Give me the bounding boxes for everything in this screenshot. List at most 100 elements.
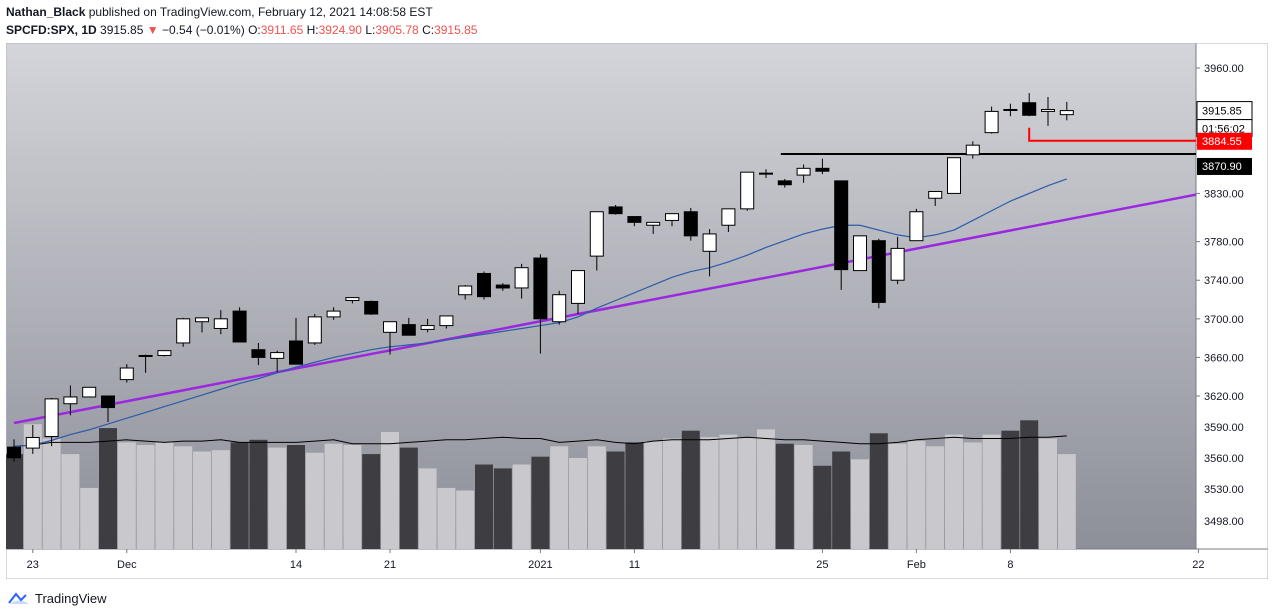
volume-bar: [813, 465, 832, 549]
price-tick-label: 3740.00: [1204, 275, 1244, 287]
volume-bar: [681, 430, 700, 549]
red-level-label: 3884.55: [1202, 136, 1242, 148]
candle-body: [871, 240, 886, 303]
volume-bar: [832, 451, 851, 549]
time-tick-label: 14: [290, 559, 302, 571]
last-price: 3915.85: [100, 23, 144, 37]
volume-bar: [381, 432, 399, 549]
volume-bar: [869, 433, 888, 549]
volume-bar: [963, 442, 982, 549]
price-chart[interactable]: 3960.003920.003880.003830.003780.003740.…: [6, 43, 1268, 579]
candle-body: [138, 354, 153, 357]
candle-body: [119, 367, 134, 381]
time-axis-labels: 23 Dec 14 21 2021 11 25 Feb 8 22: [27, 549, 1205, 571]
open-label: O:: [248, 23, 261, 37]
volume-bar: [531, 456, 550, 549]
levels-layer: [780, 127, 1196, 155]
volume-bar: [136, 445, 155, 549]
candle-body: [401, 324, 416, 336]
volume-bar: [945, 434, 963, 549]
close-value: 3915.85: [434, 23, 478, 37]
candle-body: [702, 233, 717, 252]
volume-bar: [644, 441, 663, 549]
price-tick-label: 3700.00: [1204, 314, 1244, 326]
volume-bar: [625, 442, 644, 549]
volume-bar: [794, 445, 813, 549]
volume-bar: [211, 450, 230, 549]
candle-body: [514, 267, 529, 289]
time-axis-panel: [6, 549, 1268, 579]
candle-body: [815, 167, 830, 172]
volume-bar: [155, 442, 174, 549]
time-tick-label: 11: [629, 559, 640, 571]
symbol-label[interactable]: SPCFD:SPX, 1D: [6, 23, 97, 37]
volume-bar: [174, 446, 193, 549]
volume-bar: [700, 437, 719, 549]
volume-bar: [663, 438, 681, 549]
candle-body: [495, 284, 510, 289]
volume-tick-label: 3560.00: [1204, 453, 1244, 465]
candle-body: [1022, 102, 1037, 116]
candle-body: [213, 318, 228, 329]
volume-bar: [550, 446, 569, 549]
price-tick-label: 3830.00: [1204, 188, 1244, 200]
volume-bar: [343, 445, 362, 549]
volume-bar: [456, 490, 475, 549]
volume-bar: [99, 428, 117, 549]
volume-bar: [80, 487, 99, 549]
author-name[interactable]: Nathan_Black: [6, 5, 86, 19]
volume-layer: [6, 420, 1076, 549]
candle-body: [740, 171, 755, 210]
volume-bar: [738, 437, 757, 549]
candle-body: [420, 325, 435, 330]
volume-bar: [907, 441, 926, 549]
candle-body: [984, 110, 999, 134]
black-level-tag: [1197, 157, 1252, 175]
candle-body: [383, 321, 397, 333]
volume-bar: [399, 447, 418, 549]
volume-bar: [6, 454, 23, 549]
candle-body: [477, 272, 491, 298]
volume-bar: [587, 446, 606, 549]
volume-bar: [757, 429, 775, 549]
candle-body: [533, 257, 548, 320]
volume-bar: [1039, 438, 1057, 549]
low-value: 3905.78: [375, 23, 419, 37]
volume-tick-label: 3498.00: [1204, 516, 1244, 528]
candle-body: [853, 235, 867, 272]
price-tick-label: 3620.00: [1204, 391, 1244, 403]
change-arrow-icon: ▼: [146, 23, 159, 37]
candle-body: [552, 294, 567, 323]
volume-bar: [362, 454, 381, 549]
volume-bar: [475, 464, 493, 549]
candle-body: [928, 190, 943, 199]
candle-body: [101, 395, 115, 409]
candle-body: [683, 211, 698, 237]
candle-body: [627, 216, 642, 223]
price-change: −0.54 (−0.01%): [162, 23, 245, 37]
volume-bar: [23, 424, 42, 549]
volume-bar: [1057, 454, 1076, 549]
price-tick-label: 3780.00: [1204, 237, 1244, 249]
candle-body: [965, 144, 980, 156]
candle-body: [364, 300, 379, 315]
time-tick-label: 2021: [528, 559, 552, 571]
volume-bar: [418, 468, 437, 549]
candle-body: [345, 297, 360, 301]
tradingview-footer[interactable]: TradingView: [8, 588, 107, 608]
candle-body: [796, 167, 811, 176]
volume-bar: [775, 443, 794, 549]
time-tick-label: Feb: [907, 559, 926, 571]
candle-body: [232, 310, 247, 343]
candle-body: [947, 157, 961, 194]
candle-body: [63, 396, 78, 405]
candle-body: [195, 317, 209, 323]
volume-bar: [249, 439, 268, 549]
volume-bar: [268, 447, 287, 549]
low-label: L:: [365, 23, 376, 37]
publisher-line: Nathan_Black published on TradingView.co…: [6, 4, 1268, 20]
candle-body: [82, 386, 97, 398]
volume-bar: [982, 434, 1001, 549]
volume-bar: [888, 443, 907, 549]
